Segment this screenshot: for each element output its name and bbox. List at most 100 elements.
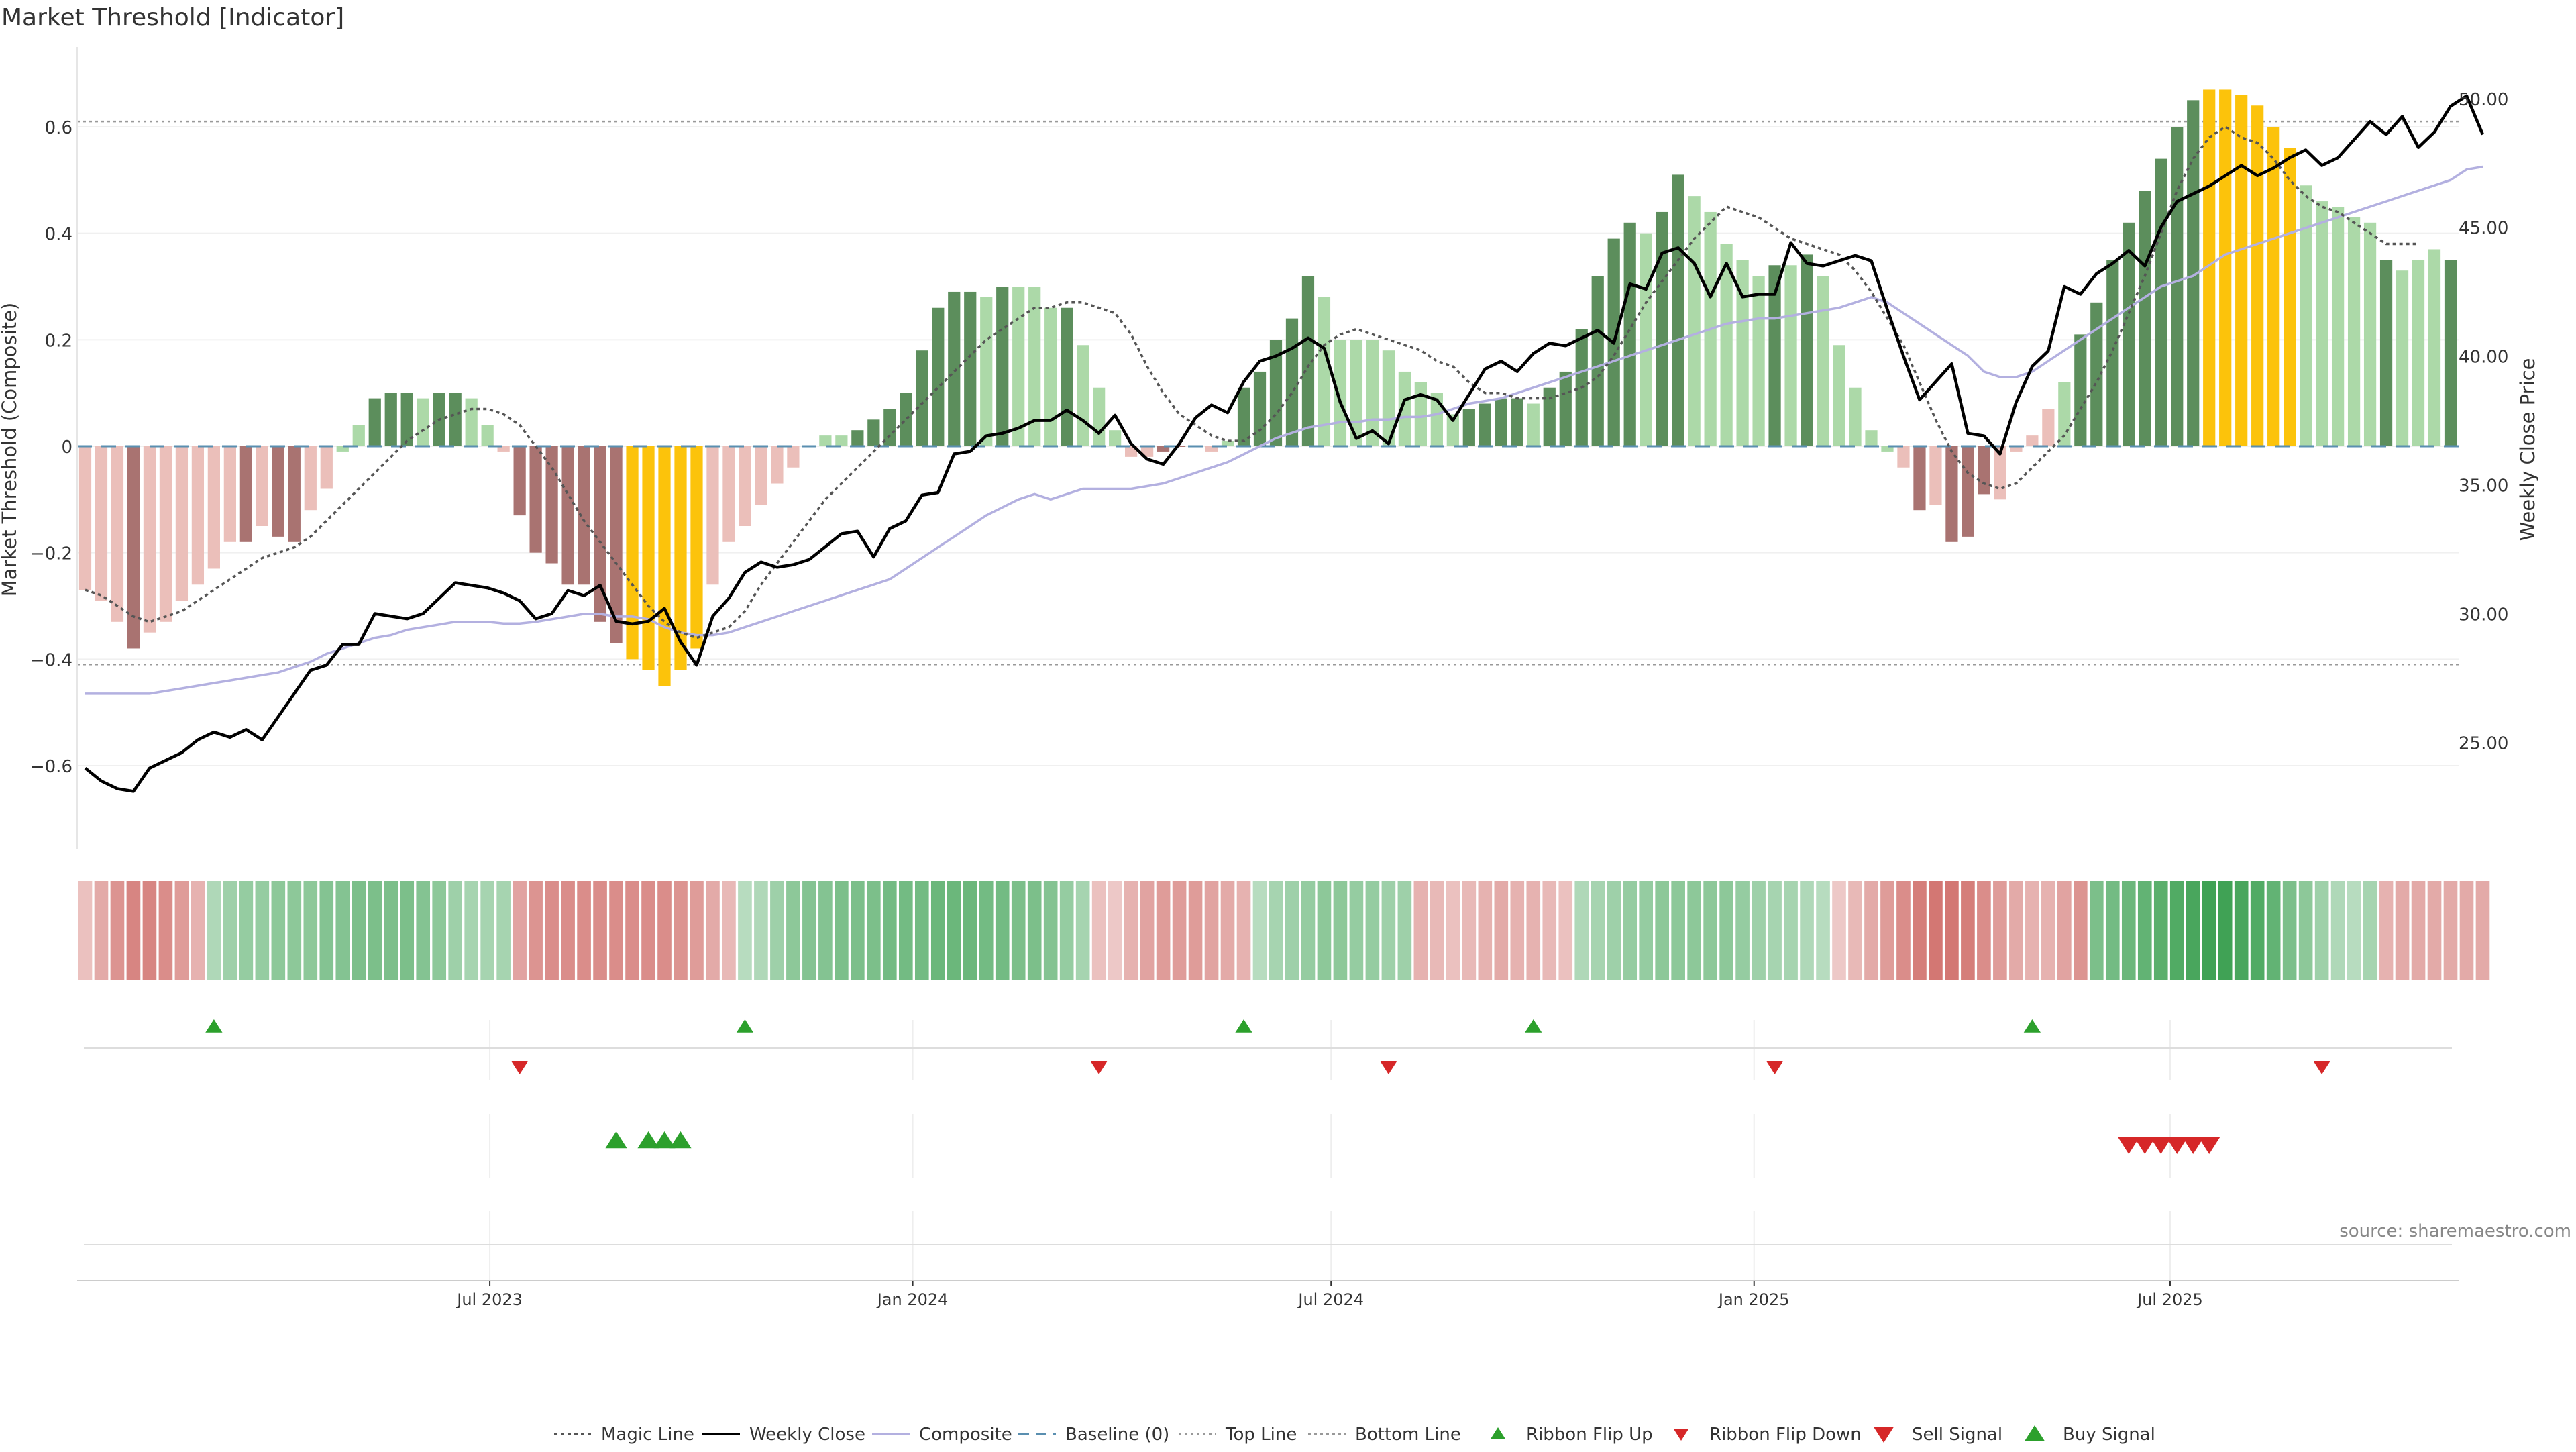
composite-bar xyxy=(2219,89,2232,446)
composite-bar xyxy=(1430,393,1443,446)
ribbon-cell xyxy=(1623,881,1638,980)
composite-bar xyxy=(384,393,397,446)
ribbon-cell xyxy=(464,881,478,980)
ribbon-cell xyxy=(1269,881,1283,980)
ribbon-cell xyxy=(738,881,752,980)
sell-signal-marker xyxy=(2150,1137,2172,1154)
composite-bar xyxy=(819,435,832,446)
ribbon-cell xyxy=(1349,881,1364,980)
ribbon-cell xyxy=(1027,881,1042,980)
composite-bar xyxy=(787,446,800,468)
sell-signal-marker xyxy=(2198,1137,2220,1154)
sell-signal-marker xyxy=(2182,1137,2204,1154)
ribbon-cell xyxy=(1784,881,1798,980)
ribbon-cell xyxy=(1462,881,1477,980)
buy-signal-marker xyxy=(605,1131,627,1149)
ribbon-cell xyxy=(2137,881,2152,980)
legend-label: Top Line xyxy=(1225,1424,1297,1445)
composite-bar xyxy=(368,398,381,446)
ribbon-cell xyxy=(979,881,994,980)
composite-bar xyxy=(1495,398,1507,446)
ribbon-cell xyxy=(529,881,543,980)
composite-bar xyxy=(1929,446,1942,505)
ribbon-cell xyxy=(1768,881,1782,980)
ribbon-cell xyxy=(1655,881,1669,980)
composite-bar xyxy=(1784,265,1797,446)
ribbon-cell xyxy=(1252,881,1267,980)
composite-bar xyxy=(2347,217,2361,446)
ribbon-cell xyxy=(545,881,559,980)
ribbon-cell xyxy=(2041,881,2055,980)
ribbon-cell xyxy=(2363,881,2377,980)
composite-bars xyxy=(78,89,2457,686)
composite-bar xyxy=(111,446,124,622)
ribbon-cell xyxy=(2009,881,2023,980)
ribbon-cell xyxy=(1413,881,1428,980)
ribbon-cell xyxy=(1301,881,1316,980)
composite-bar xyxy=(1736,260,1749,446)
ribbon-cell xyxy=(1913,881,1927,980)
signal-markers xyxy=(205,1019,2330,1154)
composite-bar xyxy=(159,446,172,622)
composite-bar xyxy=(449,393,462,446)
composite-bar xyxy=(95,446,108,601)
chart-title: Market Threshold [Indicator] xyxy=(1,4,344,32)
composite-bar xyxy=(513,446,526,516)
composite-bar xyxy=(127,446,140,649)
composite-bar xyxy=(1205,446,1218,452)
ribbon-cell xyxy=(2475,881,2490,980)
composite-bar xyxy=(2284,148,2296,446)
ribbon-cell xyxy=(1285,881,1299,980)
x-tick-label: Jan 2024 xyxy=(876,1290,949,1309)
ribbon-cell xyxy=(1687,881,1701,980)
ribbon-cell xyxy=(2057,881,2072,980)
ribbon-cell xyxy=(577,881,591,980)
ribbon-cell xyxy=(641,881,655,980)
composite-bar xyxy=(1221,441,1234,446)
composite-bar xyxy=(336,446,349,452)
composite-bar xyxy=(2412,260,2425,446)
ribbon-cell xyxy=(657,881,672,980)
ribbon-cell xyxy=(416,881,431,980)
ribbon-cell xyxy=(2347,881,2361,980)
composite-bar xyxy=(1801,254,1813,446)
ribbon-cell xyxy=(674,881,688,980)
right-tick-label: 25.00 xyxy=(2459,733,2508,754)
ribbon-cell xyxy=(930,881,945,980)
composite-bar xyxy=(545,446,558,564)
ribbon-cell xyxy=(1236,881,1251,980)
composite-bar xyxy=(1012,287,1025,446)
ribbon-cell xyxy=(1220,881,1235,980)
ribbon-cell xyxy=(1639,881,1653,980)
ribbon-cell xyxy=(995,881,1010,980)
ribbon-cell xyxy=(142,881,157,980)
ribbon-cell xyxy=(786,881,800,980)
ribbon-flip-up-marker xyxy=(1525,1019,1542,1033)
composite-bar xyxy=(1527,403,1540,446)
ribbon-cell xyxy=(191,881,205,980)
ribbon-cell xyxy=(2330,881,2345,980)
right-tick-label: 35.00 xyxy=(2459,476,2508,497)
ribbon-cell xyxy=(1848,881,1862,980)
left-tick-label: 0.4 xyxy=(45,225,72,245)
ribbon-cell xyxy=(1172,881,1187,980)
ribbon-cell xyxy=(1945,881,1959,980)
composite-bar xyxy=(1253,371,1267,446)
composite-bar xyxy=(706,446,719,585)
legend-swatch xyxy=(1673,1429,1689,1441)
right-tick-label: 40.00 xyxy=(2459,348,2508,368)
composite-bar xyxy=(1028,287,1041,446)
ribbon-cell xyxy=(1526,881,1541,980)
buy-signal-marker xyxy=(669,1131,692,1149)
composite-bar xyxy=(2316,201,2328,446)
composite-bar xyxy=(1881,446,1894,452)
x-tick-label: Jul 2023 xyxy=(455,1290,523,1309)
x-tick-label: Jul 2025 xyxy=(2136,1290,2203,1309)
ribbon-cell xyxy=(593,881,607,980)
composite-bar xyxy=(980,297,993,446)
composite-bar xyxy=(1125,446,1138,457)
ribbon-flip-up-marker xyxy=(736,1019,754,1033)
composite-bar xyxy=(1414,382,1427,446)
